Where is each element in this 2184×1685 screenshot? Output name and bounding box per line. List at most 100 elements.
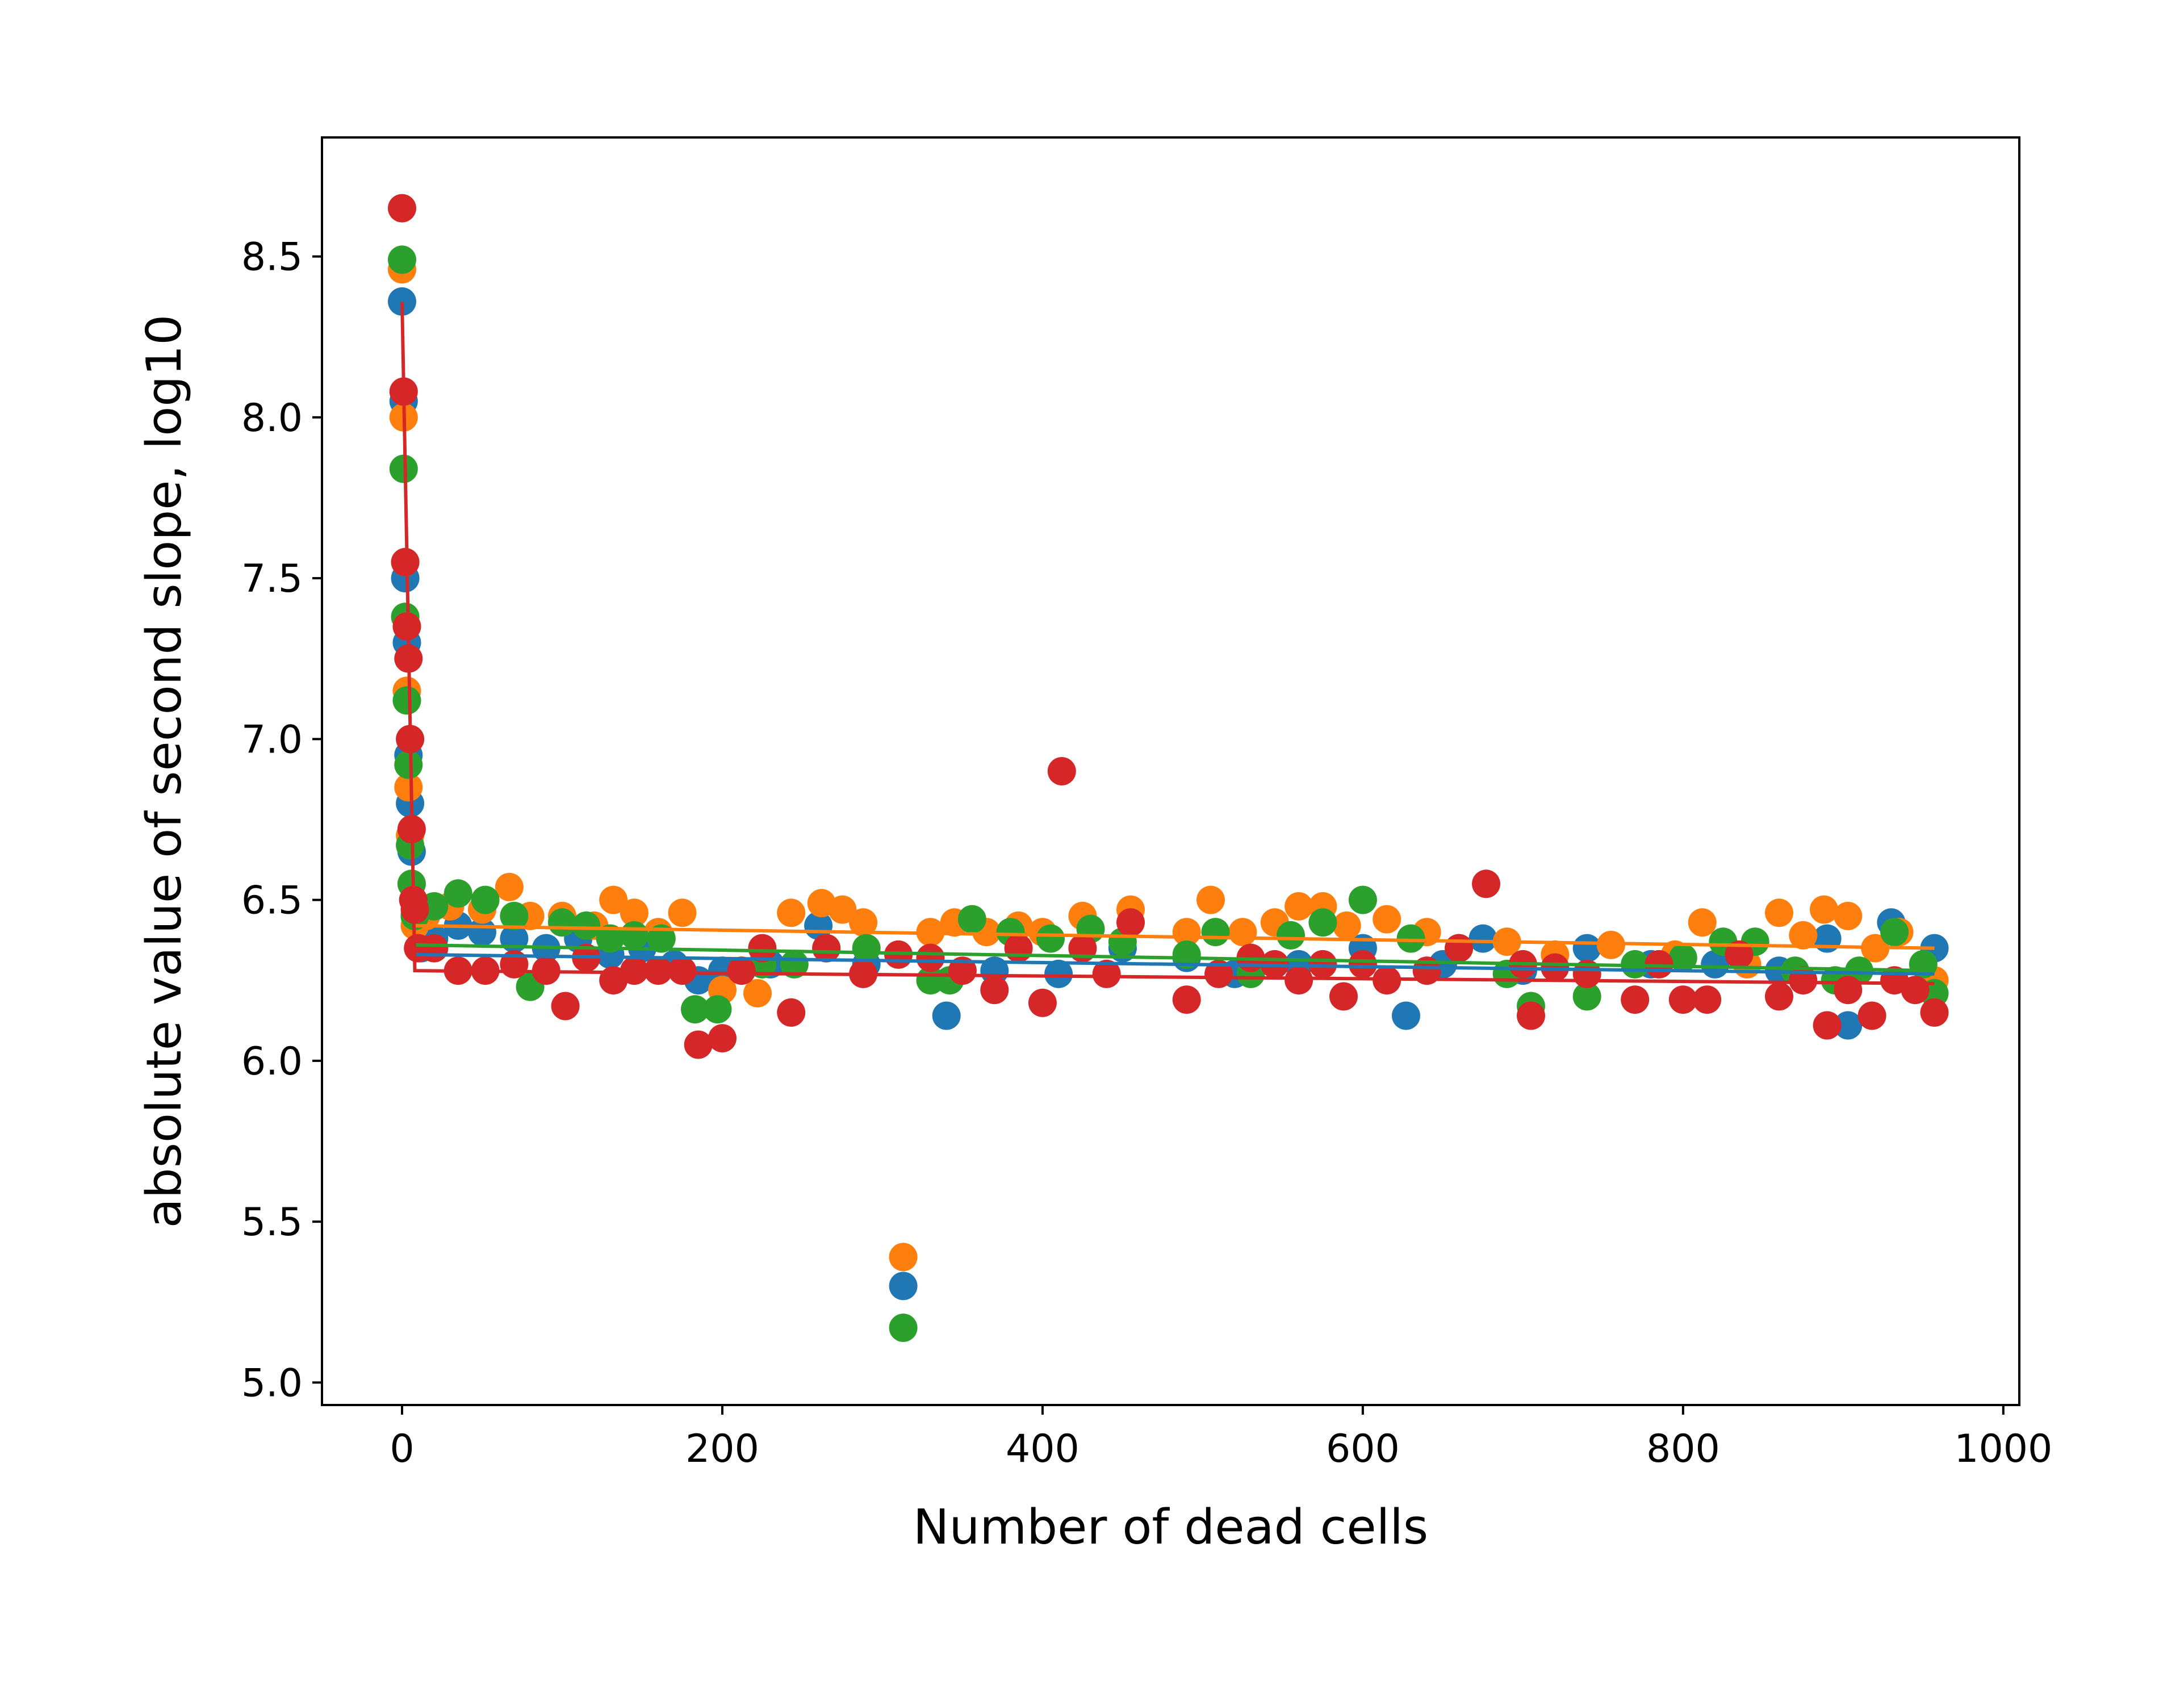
series-3-point-4 (392, 686, 421, 715)
series-4-point-27 (812, 934, 841, 963)
series-4-point-20 (644, 956, 673, 985)
series-4-point-57 (1668, 985, 1697, 1014)
series-4-point-40 (1204, 959, 1233, 988)
series-3-point-22 (780, 950, 809, 979)
series-4-point-32 (980, 976, 1009, 1005)
series-2-point-38 (1285, 892, 1313, 921)
series-3-point-19 (681, 995, 709, 1024)
series-3-point-37 (1308, 908, 1337, 937)
series-4-point-50 (1472, 869, 1500, 898)
series-3-point-38 (1348, 885, 1377, 914)
y-tick-label: 8.0 (241, 396, 303, 441)
series-4-point-25 (748, 934, 777, 963)
series-4-point-21 (668, 956, 697, 985)
series-4-point-1 (388, 194, 416, 223)
series-1-point-35 (1468, 924, 1497, 953)
series-2-point-36 (1228, 918, 1257, 947)
series-3 (388, 245, 1949, 1342)
series-3-point-24 (852, 934, 881, 963)
series-2-point-41 (1373, 905, 1401, 934)
series-2-point-22 (777, 898, 806, 927)
x-axis-ticks: 0 200 400 600 800 1000 (390, 1405, 2052, 1471)
series-4-point-30 (916, 943, 945, 972)
x-tick-label: 400 (1006, 1427, 1080, 1471)
series-4-point-11 (420, 934, 449, 963)
y-tick-label: 5.0 (241, 1361, 303, 1406)
series-4-point-33 (1004, 934, 1033, 963)
series-1-point-37 (1572, 934, 1601, 963)
x-tick-label: 600 (1326, 1427, 1400, 1471)
series-4-point-67 (1920, 998, 1949, 1027)
series-2-point-34 (1172, 918, 1201, 947)
series-4-fit-line (400, 301, 1935, 985)
series-4-point-38 (1116, 908, 1145, 937)
y-tick-label: 6.0 (241, 1039, 303, 1084)
series-4-point-39 (1172, 985, 1201, 1014)
series-4-point-37 (1092, 959, 1121, 988)
series-3-point-11 (471, 885, 500, 914)
y-tick-label: 7.0 (241, 717, 303, 762)
series-3-point-25 (889, 1314, 918, 1342)
series-3-point-15 (572, 911, 601, 940)
series-3-point-28 (957, 905, 986, 934)
series-4-point-24 (727, 956, 756, 985)
y-tick-label: 8.5 (241, 235, 303, 280)
series-1-fit-line (415, 952, 1935, 976)
x-tick-label: 800 (1646, 1427, 1720, 1471)
series-2-point-52 (1834, 901, 1863, 930)
series-4-point-19 (620, 956, 648, 985)
series-1-point-42 (1834, 1011, 1863, 1040)
x-axis-title: Number of dead cells (913, 1499, 1428, 1556)
series-1-point-41 (1813, 924, 1842, 953)
series-2-point-16 (599, 885, 628, 914)
series-2-point-25 (849, 908, 878, 937)
series-3-point-20 (703, 995, 732, 1024)
series-4-point-22 (684, 1030, 713, 1059)
series-2-point-26 (889, 1243, 918, 1272)
series-4-point-26 (777, 998, 806, 1027)
y-tick-label: 5.5 (241, 1200, 303, 1245)
y-axis-ticks: 5.0 5.5 6.0 6.5 7.0 7.5 8.0 8.5 (241, 235, 322, 1406)
series-2-point-49 (1765, 898, 1793, 927)
series-2-point-17 (620, 898, 648, 927)
series-3-point-43 (1572, 982, 1601, 1011)
y-tick-label: 7.5 (241, 557, 303, 601)
series-4-point-46 (1348, 950, 1377, 979)
series-3-point-16 (596, 924, 625, 953)
series-2-point-35 (1196, 885, 1225, 914)
series-4-point-44 (1308, 950, 1337, 979)
series-1 (388, 287, 1949, 1301)
x-tick-label: 0 (390, 1427, 414, 1471)
series-1-point-27 (1044, 959, 1073, 988)
series-1-point-24 (889, 1272, 918, 1301)
series-4-point-52 (1517, 1001, 1545, 1030)
series-4-point-58 (1693, 985, 1722, 1014)
series-3-point-33 (1172, 940, 1201, 969)
series-2-point-40 (1332, 911, 1361, 940)
plot-frame (321, 136, 2020, 1406)
series-4-point-35 (1047, 757, 1076, 785)
series-3-point-39 (1396, 924, 1425, 953)
series-2-point-47 (1688, 908, 1717, 937)
series-4-point-3 (391, 547, 420, 576)
series-4-point-63 (1834, 976, 1863, 1005)
series-4-point-43 (1285, 966, 1313, 995)
series-4-point-62 (1813, 1011, 1842, 1040)
series-3-point-18 (647, 924, 676, 953)
series-4-point-16 (551, 992, 580, 1021)
series-2-point-12 (495, 872, 524, 901)
series-3-point-36 (1277, 921, 1305, 950)
fit-lines (400, 301, 1935, 985)
series-4-point-61 (1789, 966, 1818, 995)
series-3-fit-line (415, 943, 1935, 973)
series-4-point-45 (1329, 982, 1358, 1011)
series-4-point-34 (1028, 988, 1057, 1017)
y-axis-title: absolute value of second slope, log10 (136, 315, 193, 1228)
data-marks (388, 194, 1949, 1342)
series-2 (388, 255, 1949, 1272)
series-2-point-51 (1810, 895, 1838, 924)
series-4-point-66 (1901, 976, 1930, 1005)
series-3-point-17 (620, 921, 648, 950)
series-3-point-34 (1201, 918, 1230, 947)
